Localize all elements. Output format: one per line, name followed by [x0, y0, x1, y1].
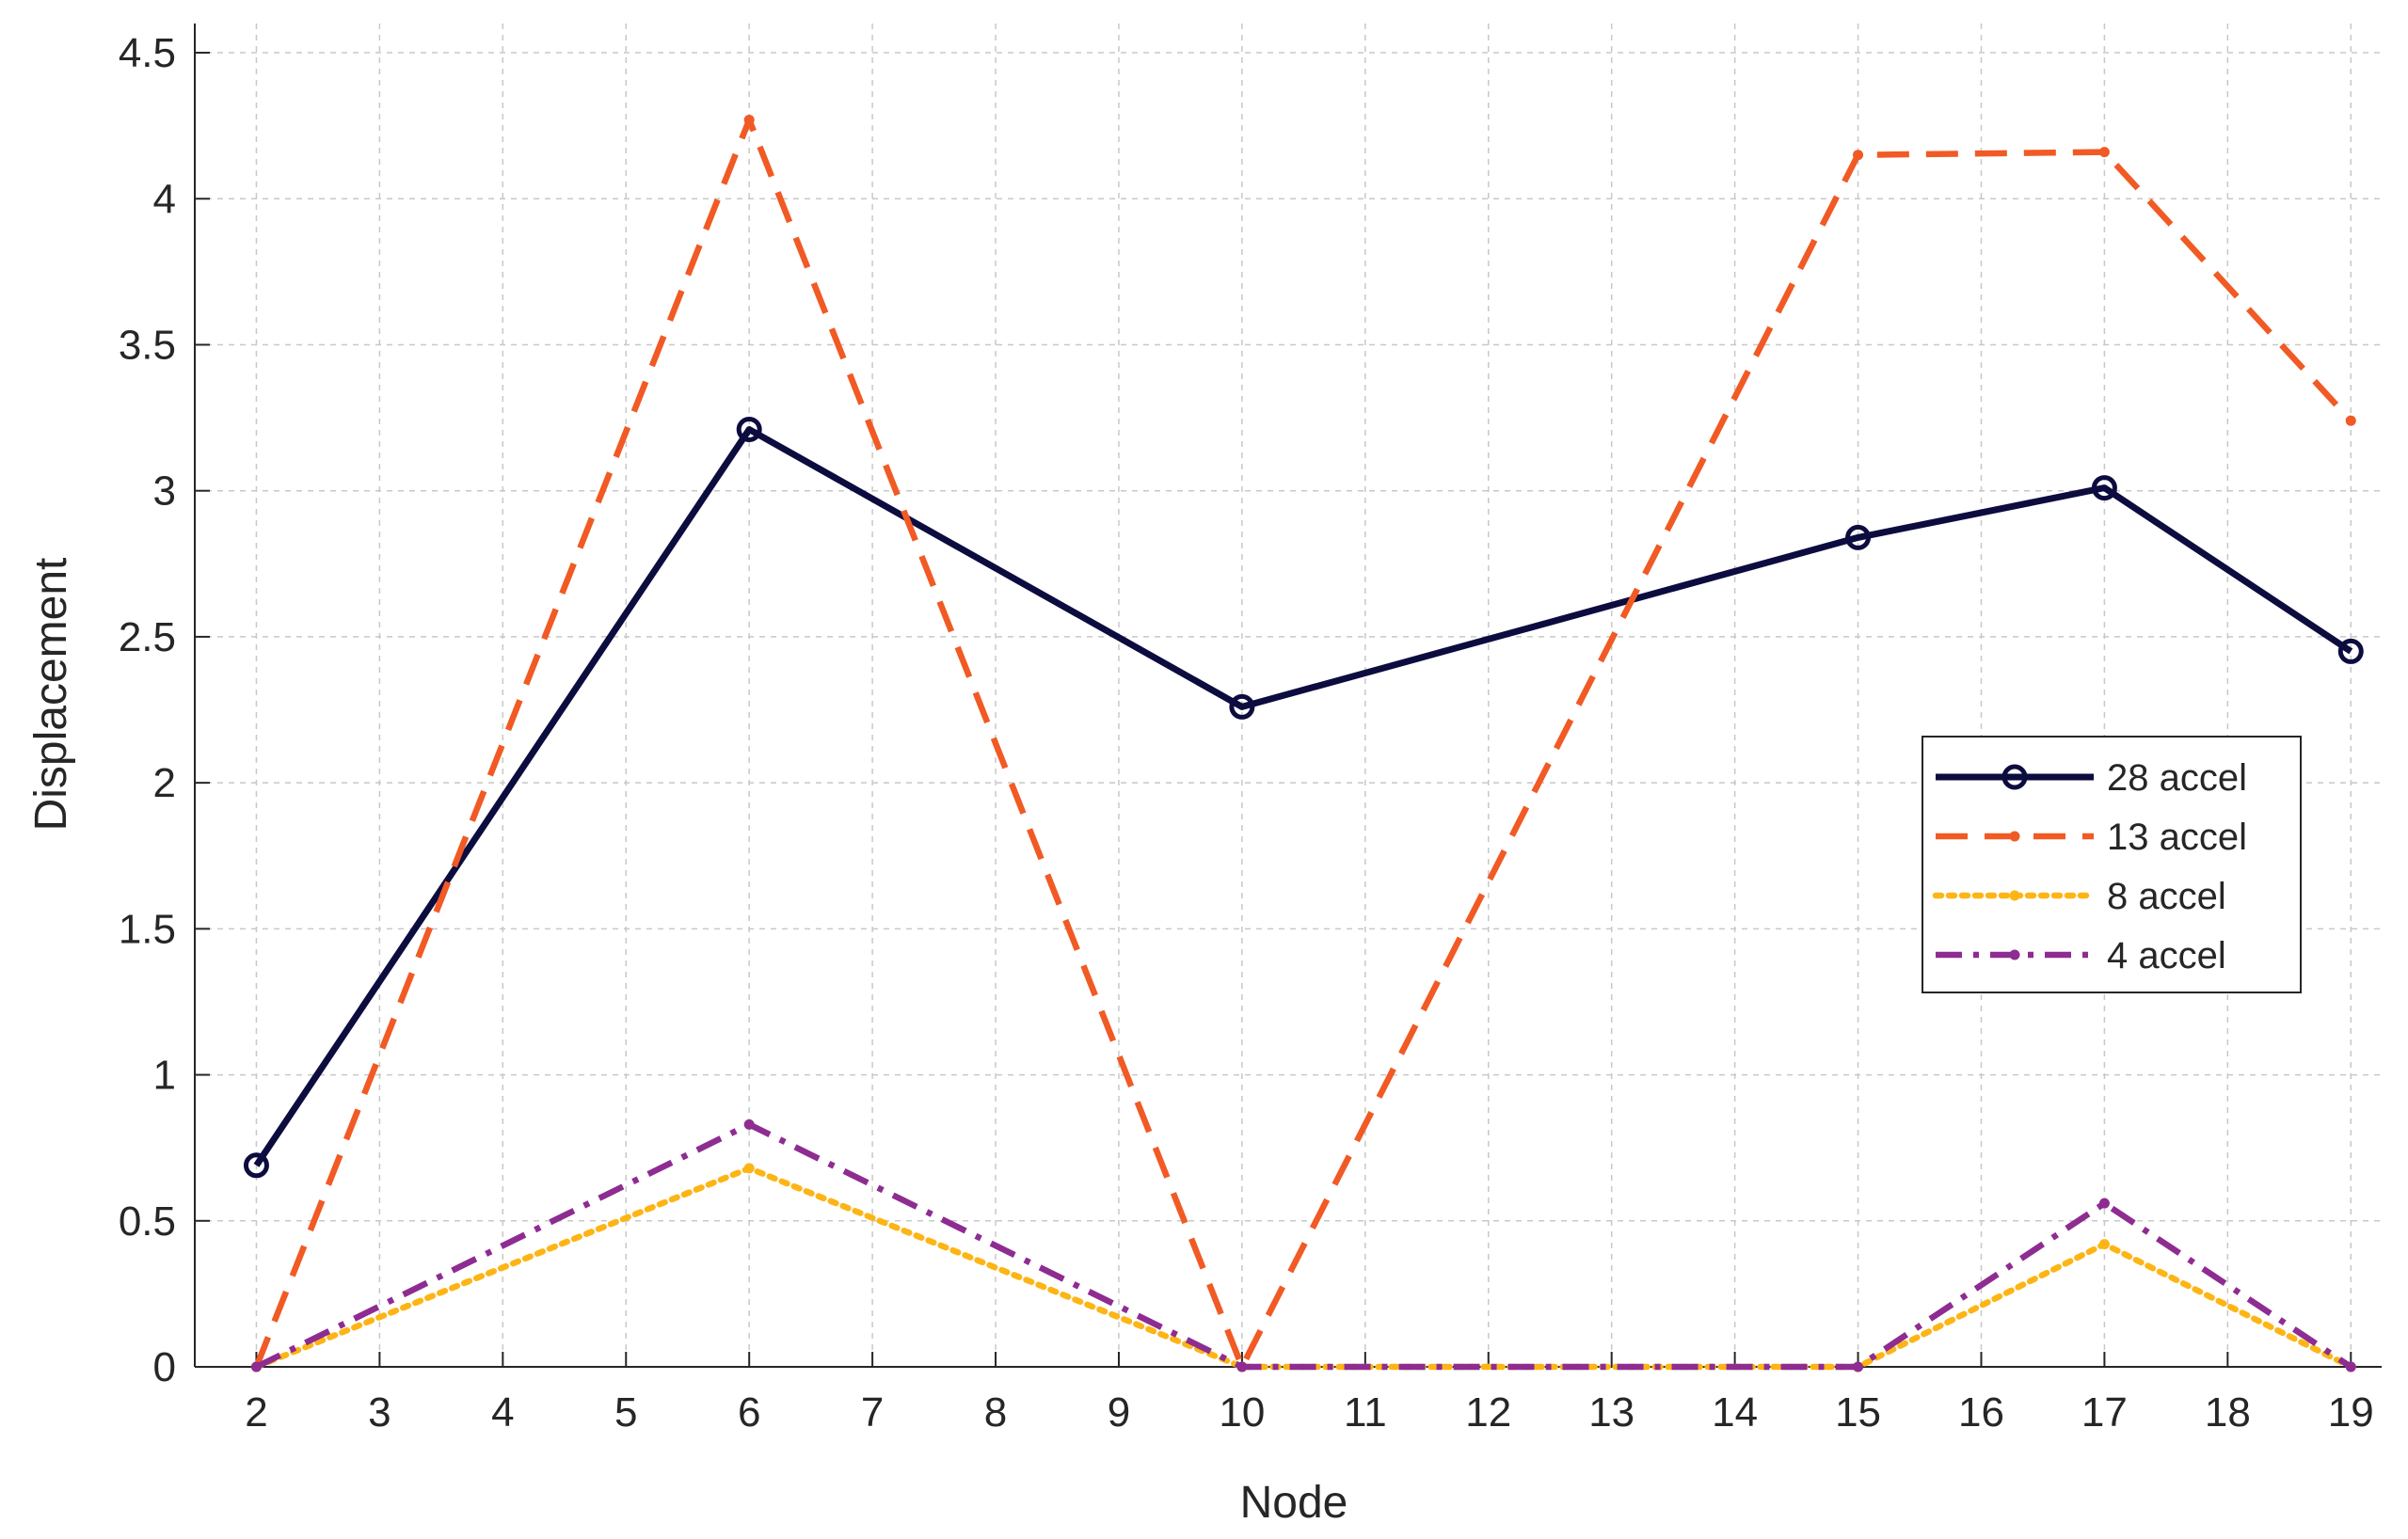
legend-label: 8 accel: [2107, 876, 2226, 917]
series-group: [243, 114, 2364, 1372]
y-tick-label: 2.5: [119, 614, 176, 660]
x-tick-label: 12: [1465, 1389, 1511, 1436]
series-line-4-accel: [255, 1121, 2353, 1371]
x-tick-label: 2: [245, 1389, 267, 1436]
x-tick-label: 15: [1835, 1389, 1881, 1436]
data-point: [743, 1163, 755, 1174]
data-point: [2337, 638, 2364, 664]
x-tick-label: 4: [491, 1389, 514, 1436]
y-tick-label: 2: [153, 760, 176, 806]
y-tick-label: 4: [153, 176, 176, 222]
data-point: [1229, 693, 1255, 720]
legend-marker: [2009, 831, 2020, 842]
legend: 28 accel 13 accel 8 accel 4 accel: [1922, 736, 2302, 993]
x-tick-label: 6: [738, 1389, 760, 1436]
series-line-28-accel: [253, 426, 2353, 1167]
x-tick-label: 7: [861, 1389, 884, 1436]
y-tick-label: 0.5: [119, 1198, 176, 1245]
x-tick-label: 8: [984, 1389, 1007, 1436]
x-tick-label: 14: [1712, 1389, 1758, 1436]
x-tick-label: 16: [1958, 1389, 2004, 1436]
y-tick-label: 3.5: [119, 322, 176, 368]
x-tick-label: 11: [1344, 1389, 1387, 1436]
y-tick-label: 3: [153, 468, 176, 515]
data-point: [1853, 1361, 1864, 1372]
data-point: [250, 1361, 262, 1372]
x-tick-label: 17: [2081, 1389, 2128, 1436]
y-axis-label: Displacement: [26, 558, 76, 832]
data-point: [743, 114, 755, 125]
data-point: [1236, 1361, 1248, 1372]
data-point: [2345, 415, 2356, 426]
legend-label: 28 accel: [2107, 757, 2247, 799]
tick-labels: 2 3 4 5 6 7 8 9 10 11 12 13 14 15 16 17 18 19 0 0.5 1 1.5 2 2.5…: [119, 30, 2374, 1436]
data-point: [1853, 150, 1864, 161]
legend-marker: [2009, 949, 2020, 960]
legend-marker: [2001, 764, 2028, 790]
x-tick-label: 13: [1588, 1389, 1635, 1436]
x-tick-label: 3: [368, 1389, 391, 1436]
x-tick-label: 18: [2205, 1389, 2251, 1436]
legend-label: 13 accel: [2107, 817, 2247, 858]
y-tick-label: 1: [153, 1053, 176, 1099]
legend-label: 4 accel: [2107, 935, 2226, 976]
y-tick-label: 0: [153, 1344, 176, 1390]
data-point: [2091, 475, 2117, 501]
data-point: [1845, 524, 1872, 550]
legend-marker: [2009, 890, 2020, 901]
data-point: [743, 1119, 755, 1130]
y-tick-label: 1.5: [119, 906, 176, 952]
x-tick-label: 10: [1219, 1389, 1265, 1436]
series-line-8-accel: [253, 1165, 2354, 1371]
x-tick-label: 5: [614, 1389, 637, 1436]
x-tick-label: 19: [2328, 1389, 2374, 1436]
data-point: [2345, 1361, 2356, 1372]
data-point: [2098, 1239, 2110, 1250]
data-point: [736, 417, 762, 443]
x-axis-label: Node: [1240, 1478, 1348, 1528]
data-point: [243, 1152, 269, 1179]
data-point: [2098, 147, 2110, 158]
x-tick-label: 9: [1108, 1389, 1130, 1436]
y-tick-label: 4.5: [119, 30, 176, 76]
data-point: [2098, 1198, 2110, 1209]
